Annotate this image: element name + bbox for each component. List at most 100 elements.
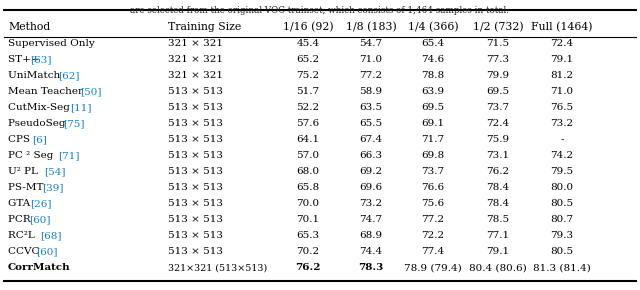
Text: 80.5: 80.5: [550, 200, 573, 209]
Text: 78.5: 78.5: [486, 215, 509, 224]
Text: 80.0: 80.0: [550, 184, 573, 193]
Text: [75]: [75]: [63, 119, 84, 128]
Text: 321 × 321: 321 × 321: [168, 55, 223, 64]
Text: 78.4: 78.4: [486, 184, 509, 193]
Text: 67.4: 67.4: [360, 135, 383, 144]
Text: 71.7: 71.7: [421, 135, 445, 144]
Text: PC ² Seg: PC ² Seg: [8, 151, 56, 160]
Text: 72.4: 72.4: [550, 39, 573, 48]
Text: 71.5: 71.5: [486, 39, 509, 48]
Text: 52.2: 52.2: [296, 104, 319, 113]
Text: 79.1: 79.1: [486, 247, 509, 256]
Text: Full (1464): Full (1464): [531, 22, 593, 32]
Text: 321×321 (513×513): 321×321 (513×513): [168, 264, 268, 273]
Text: 69.5: 69.5: [421, 104, 445, 113]
Text: 51.7: 51.7: [296, 88, 319, 97]
Text: [26]: [26]: [30, 200, 51, 209]
Text: 77.4: 77.4: [421, 247, 445, 256]
Text: 78.3: 78.3: [358, 264, 383, 273]
Text: CorrMatch: CorrMatch: [8, 264, 70, 273]
Text: 65.3: 65.3: [296, 231, 319, 240]
Text: 513 × 513: 513 × 513: [168, 151, 223, 160]
Text: 1/4 (366): 1/4 (366): [408, 22, 458, 32]
Text: 321 × 321: 321 × 321: [168, 39, 223, 48]
Text: 57.6: 57.6: [296, 119, 319, 128]
Text: PCR: PCR: [8, 215, 34, 224]
Text: 77.2: 77.2: [421, 215, 445, 224]
Text: UniMatch: UniMatch: [8, 72, 63, 81]
Text: [60]: [60]: [29, 215, 51, 224]
Text: -: -: [560, 135, 564, 144]
Text: 65.8: 65.8: [296, 184, 319, 193]
Text: 68.0: 68.0: [296, 168, 319, 177]
Text: 69.6: 69.6: [360, 184, 383, 193]
Text: [6]: [6]: [32, 135, 47, 144]
Text: 72.2: 72.2: [421, 231, 445, 240]
Text: 1/8 (183): 1/8 (183): [346, 22, 396, 32]
Text: 58.9: 58.9: [360, 88, 383, 97]
Text: 513 × 513: 513 × 513: [168, 215, 223, 224]
Text: 78.9 (79.4): 78.9 (79.4): [404, 264, 462, 273]
Text: Training Size: Training Size: [168, 22, 241, 32]
Text: 513 × 513: 513 × 513: [168, 135, 223, 144]
Text: 78.8: 78.8: [421, 72, 445, 81]
Text: 75.2: 75.2: [296, 72, 319, 81]
Text: 74.2: 74.2: [550, 151, 573, 160]
Text: [11]: [11]: [70, 104, 92, 113]
Text: 76.2: 76.2: [295, 264, 321, 273]
Text: 76.2: 76.2: [486, 168, 509, 177]
Text: 77.3: 77.3: [486, 55, 509, 64]
Text: 77.2: 77.2: [360, 72, 383, 81]
Text: 73.2: 73.2: [360, 200, 383, 209]
Text: 45.4: 45.4: [296, 39, 319, 48]
Text: 513 × 513: 513 × 513: [168, 231, 223, 240]
Text: 57.0: 57.0: [296, 151, 319, 160]
Text: 68.9: 68.9: [360, 231, 383, 240]
Text: are selected from the original VOC trainset, which consists of 1,464 samples in : are selected from the original VOC train…: [131, 6, 509, 15]
Text: 78.4: 78.4: [486, 200, 509, 209]
Text: 75.9: 75.9: [486, 135, 509, 144]
Text: CCVC: CCVC: [8, 247, 43, 256]
Text: 81.2: 81.2: [550, 72, 573, 81]
Text: PseudoSeg: PseudoSeg: [8, 119, 68, 128]
Text: 64.1: 64.1: [296, 135, 319, 144]
Text: 76.6: 76.6: [421, 184, 445, 193]
Text: GTA: GTA: [8, 200, 33, 209]
Text: 70.0: 70.0: [296, 200, 319, 209]
Text: 73.1: 73.1: [486, 151, 509, 160]
Text: 1/16 (92): 1/16 (92): [283, 22, 333, 32]
Text: 80.4 (80.6): 80.4 (80.6): [469, 264, 527, 273]
Text: [68]: [68]: [40, 231, 61, 240]
Text: 70.2: 70.2: [296, 247, 319, 256]
Text: 69.1: 69.1: [421, 119, 445, 128]
Text: 77.1: 77.1: [486, 231, 509, 240]
Text: 69.8: 69.8: [421, 151, 445, 160]
Text: 79.5: 79.5: [550, 168, 573, 177]
Text: 63.5: 63.5: [360, 104, 383, 113]
Text: 72.4: 72.4: [486, 119, 509, 128]
Text: Supervised Only: Supervised Only: [8, 39, 95, 48]
Text: Method: Method: [8, 22, 51, 32]
Text: U² PL: U² PL: [8, 168, 44, 177]
Text: 79.1: 79.1: [550, 55, 573, 64]
Text: [60]: [60]: [36, 247, 58, 256]
Text: [62]: [62]: [58, 72, 79, 81]
Text: 74.4: 74.4: [360, 247, 383, 256]
Text: 81.3 (81.4): 81.3 (81.4): [533, 264, 591, 273]
Text: 80.5: 80.5: [550, 247, 573, 256]
Text: [71]: [71]: [58, 151, 79, 160]
Text: 73.2: 73.2: [550, 119, 573, 128]
Text: 1/2 (732): 1/2 (732): [473, 22, 524, 32]
Text: 66.3: 66.3: [360, 151, 383, 160]
Text: PS-MT: PS-MT: [8, 184, 47, 193]
Text: CutMix-Seg: CutMix-Seg: [8, 104, 73, 113]
Text: 69.2: 69.2: [360, 168, 383, 177]
Text: 71.0: 71.0: [360, 55, 383, 64]
Text: 73.7: 73.7: [486, 104, 509, 113]
Text: 70.1: 70.1: [296, 215, 319, 224]
Text: 79.9: 79.9: [486, 72, 509, 81]
Text: 65.2: 65.2: [296, 55, 319, 64]
Text: [39]: [39]: [42, 184, 63, 193]
Text: [50]: [50]: [80, 88, 102, 97]
Text: 79.3: 79.3: [550, 231, 573, 240]
